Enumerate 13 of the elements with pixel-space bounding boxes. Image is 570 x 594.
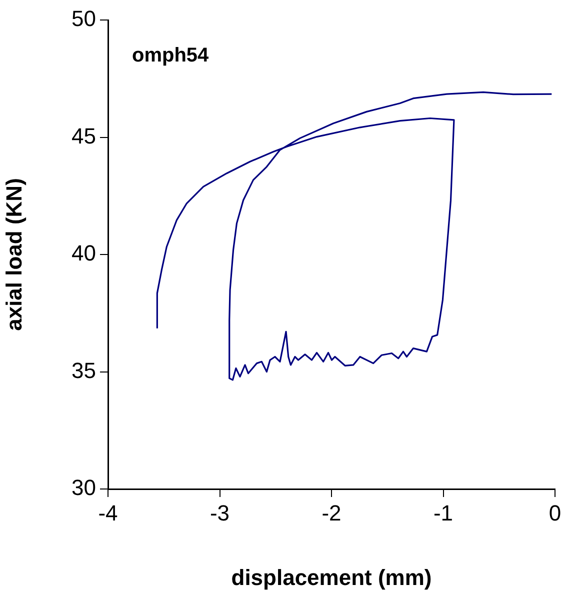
x-tick-label: -1 bbox=[433, 500, 454, 526]
y-tick-label: 30 bbox=[72, 475, 96, 500]
y-axis-title: axial load (KN) bbox=[1, 178, 26, 331]
x-tick-label: -4 bbox=[98, 500, 118, 526]
y-tick-label: 50 bbox=[72, 6, 96, 32]
y-tick-label: 45 bbox=[72, 123, 96, 148]
x-tick-label: 0 bbox=[548, 500, 562, 526]
annotation: omph54 bbox=[132, 44, 210, 67]
x-axis-title: displacement (mm) bbox=[231, 564, 432, 590]
x-tick-label: -2 bbox=[322, 500, 342, 526]
x-tick-label: -3 bbox=[210, 500, 230, 526]
y-tick-label: 40 bbox=[72, 240, 96, 266]
y-tick-label: 35 bbox=[72, 358, 96, 383]
